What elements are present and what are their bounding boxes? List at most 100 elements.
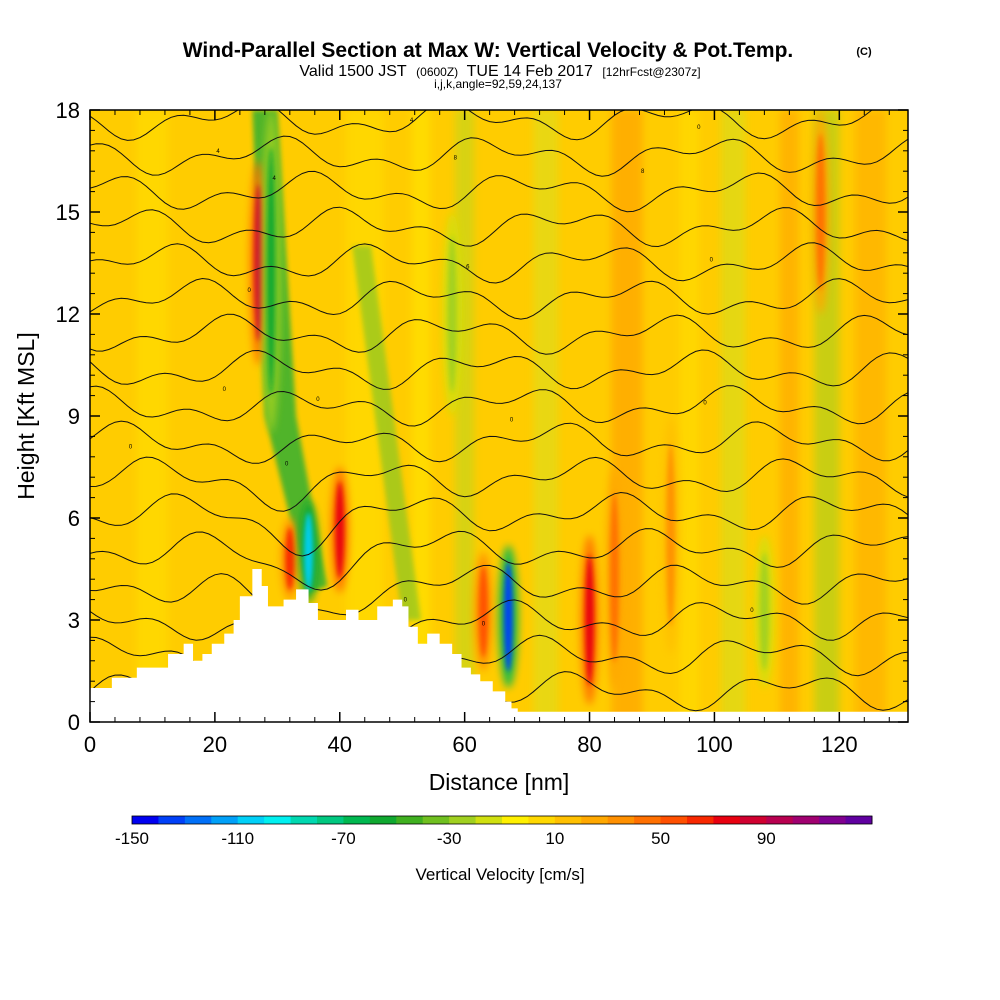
- x-tick-label: 0: [84, 732, 96, 757]
- colorbar-swatch: [581, 816, 609, 824]
- x-tick-label: 100: [696, 732, 733, 757]
- updraft-core-center: [666, 443, 676, 627]
- updraft-core-center: [335, 481, 345, 579]
- theta-contour: [90, 528, 908, 591]
- contour-label: 0: [750, 608, 754, 614]
- contour-label: 8: [641, 169, 645, 175]
- downdraft-core-center: [503, 561, 513, 672]
- field-band: [533, 110, 559, 722]
- colorbar-tick-label: -30: [437, 829, 462, 848]
- chart-title: Wind-Parallel Section at Max W: Vertical…: [183, 39, 794, 62]
- updraft-core-center: [254, 184, 264, 342]
- x-tick-label: 40: [328, 732, 352, 757]
- colorbar-swatch: [422, 816, 450, 824]
- theta-contour: [90, 135, 908, 177]
- colorbar-swatch: [713, 816, 741, 824]
- x-tick-label: 120: [821, 732, 858, 757]
- subtitle-utc: (0600Z): [416, 65, 458, 79]
- field-band: [455, 110, 475, 722]
- contour-label: 0: [697, 125, 701, 131]
- y-tick-label: 0: [68, 710, 80, 735]
- subtitle-date: TUE 14 Feb 2017: [467, 63, 593, 80]
- colorbar-swatch: [343, 816, 371, 824]
- updraft-core-center: [478, 565, 488, 658]
- downdraft-core-center: [266, 147, 276, 396]
- colorbar-swatch: [528, 816, 556, 824]
- theta-contour: [90, 385, 908, 427]
- field-band: [854, 110, 887, 722]
- contour-label: 0: [482, 621, 486, 627]
- colorbar-swatch: [766, 816, 794, 824]
- colorbar-swatch: [237, 816, 265, 824]
- x-tick-label: 60: [452, 732, 476, 757]
- colorbar-tick-label: -150: [115, 829, 149, 848]
- theta-contour: [90, 242, 908, 284]
- contour-label: 4: [216, 149, 220, 155]
- y-axis-ticks: 0 3 6 9 12 15 18: [56, 98, 908, 735]
- colorbar-swatch: [502, 816, 529, 824]
- y-tick-label: 15: [56, 200, 80, 225]
- contour-label: 0: [510, 417, 514, 423]
- contour-label: 4: [273, 176, 277, 182]
- updraft-core-center: [585, 554, 595, 686]
- theta-contour: [90, 313, 908, 355]
- colorbar-swatch: [184, 816, 212, 824]
- updraft-core-center: [285, 527, 295, 591]
- contour-label: 0: [248, 288, 252, 294]
- colorbar-tick-labels: -150 -110 -70 -30 10 50 90: [115, 829, 776, 848]
- theta-contour: [90, 491, 908, 557]
- contour-label: 0: [316, 397, 320, 403]
- contour-label: 6: [466, 264, 470, 270]
- colorbar-swatch: [607, 816, 635, 824]
- field-band: [680, 110, 699, 722]
- y-tick-label: 18: [56, 98, 80, 123]
- field-band: [779, 110, 799, 722]
- colorbar-swatch: [739, 816, 767, 824]
- contour-label: 0: [404, 598, 408, 604]
- theta-contour: [90, 170, 908, 213]
- y-tick-label: 12: [56, 302, 80, 327]
- x-axis-label: Distance [nm]: [429, 769, 570, 795]
- colorbar-swatch: [475, 816, 503, 824]
- theta-contour: [90, 277, 908, 320]
- contour-label: 8: [454, 156, 458, 162]
- y-tick-label: 3: [68, 608, 80, 633]
- plot-area: 0 0 0 0 0 4 4 4 8 6 8 0 0 0 0 0 0 0: [90, 110, 908, 722]
- y-minor-ticks: [90, 129, 908, 703]
- y-tick-label: 9: [68, 404, 80, 429]
- copyright-mark: (C): [856, 46, 872, 58]
- y-tick-label: 6: [68, 506, 80, 531]
- colorbar-label: Vertical Velocity [cm/s]: [415, 865, 584, 884]
- field-band: [720, 110, 746, 722]
- colorbar-tick-label: 50: [651, 829, 670, 848]
- colorbar-tick-label: 10: [545, 829, 564, 848]
- x-tick-label: 80: [577, 732, 601, 757]
- colorbar-tick-label: 90: [757, 829, 776, 848]
- theta-contour: [90, 456, 908, 512]
- x-axis-ticks: 0 20 40 60 80 100 120: [84, 110, 858, 757]
- contour-label: 0: [285, 462, 289, 468]
- subtitle-valid: Valid 1500 JST: [299, 63, 407, 80]
- x-minor-ticks: [114, 110, 890, 722]
- colorbar-swatch: [396, 816, 424, 824]
- updraft-core-center: [816, 133, 826, 291]
- colorbar-swatch: [792, 816, 820, 824]
- colorbar-swatch: [819, 816, 847, 824]
- colorbar-swatch: [634, 816, 662, 824]
- colorbar-tick-label: -110: [221, 829, 254, 848]
- colorbar-swatch: [449, 816, 477, 824]
- contour-label: 4: [410, 118, 414, 124]
- downdraft-core-center: [304, 512, 314, 592]
- colorbar-swatch: [290, 816, 318, 824]
- theta-contour: [90, 599, 908, 660]
- colorbar-swatch: [132, 816, 159, 824]
- chart-indices: i,j,k,angle=92,59,24,137: [434, 77, 562, 91]
- x-tick-label: 20: [203, 732, 227, 757]
- terrain-mask: [90, 569, 908, 722]
- theta-contour: [90, 564, 908, 616]
- colorbar-swatch: [687, 816, 714, 824]
- theta-contour: [90, 349, 908, 390]
- colorbar-swatch: [211, 816, 239, 824]
- chart-subtitle: Valid 1500 JST (0600Z) TUE 14 Feb 2017 […: [299, 63, 700, 80]
